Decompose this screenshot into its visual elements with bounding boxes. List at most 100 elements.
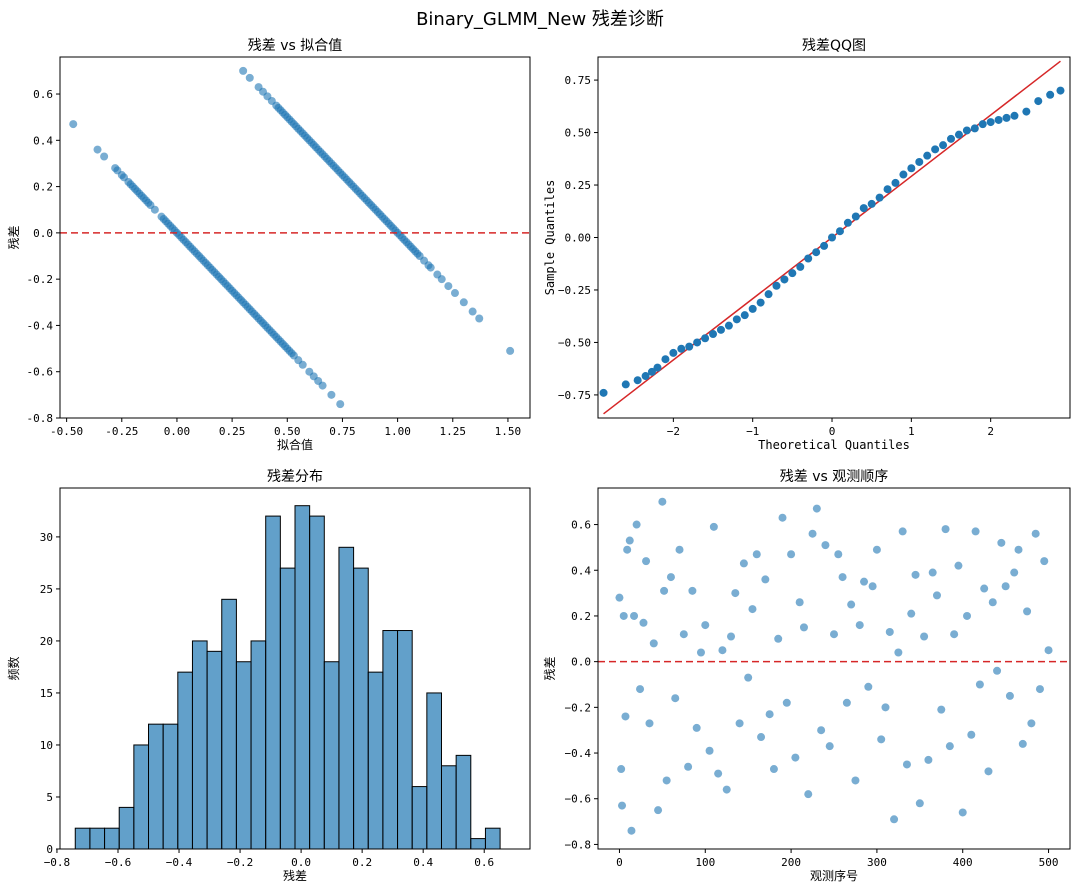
scatter-point bbox=[761, 575, 770, 584]
y-tick-label: 0.25 bbox=[565, 179, 592, 192]
residuals-vs-order-panel: 残差 vs 观测顺序 0 100 200 300 400 500 −0.8 −0.6 −0.4 −0… bbox=[543, 469, 1071, 883]
qq-point bbox=[677, 344, 686, 353]
qq-point bbox=[1056, 86, 1065, 95]
qq-point bbox=[947, 134, 956, 143]
scatter-point bbox=[1018, 739, 1027, 748]
scatter-point bbox=[1014, 545, 1023, 554]
qq-point bbox=[685, 342, 694, 351]
x-tick-label: 0.2 bbox=[352, 856, 372, 869]
scatter-point bbox=[468, 307, 477, 316]
scatter-point bbox=[709, 522, 718, 531]
scatter-point bbox=[937, 705, 946, 714]
qq-point bbox=[740, 311, 749, 320]
y-tick-label: −0.75 bbox=[558, 389, 591, 402]
qq-point bbox=[883, 185, 892, 194]
scatter-point bbox=[444, 282, 453, 291]
scatter-point bbox=[825, 742, 834, 751]
y-tick-label: 25 bbox=[40, 583, 53, 596]
scatter-point bbox=[654, 806, 663, 815]
qq-point bbox=[772, 281, 781, 290]
qq-point bbox=[732, 315, 741, 324]
residual-histogram-panel: 残差分布 −0.8 −0.6 −0.4 −0.2 0.0 0.2 0.4 0.6 0 5 10 15 20… bbox=[6, 469, 531, 883]
scatter-point bbox=[100, 152, 109, 161]
x-tick-label: -0.50 bbox=[50, 425, 83, 438]
scatter-point bbox=[625, 536, 634, 545]
y-tick-label: 0.6 bbox=[33, 88, 53, 101]
scatter-point bbox=[722, 785, 731, 794]
qq-point bbox=[915, 157, 924, 166]
x-tick-label: -0.25 bbox=[105, 425, 138, 438]
chart-title: 残差QQ图 bbox=[802, 38, 866, 54]
histogram-bar bbox=[426, 692, 442, 850]
qq-point bbox=[931, 145, 940, 154]
qq-point bbox=[891, 178, 900, 187]
qq-point bbox=[804, 254, 813, 263]
y-tick-label: 0.00 bbox=[565, 232, 592, 245]
scatter-point bbox=[915, 799, 924, 808]
histogram-bar bbox=[177, 671, 193, 850]
histogram-bar bbox=[206, 650, 223, 850]
scatter-point bbox=[735, 719, 744, 728]
histogram-bar bbox=[118, 806, 135, 850]
scatter-point bbox=[93, 145, 102, 154]
x-tick-label: 0.50 bbox=[274, 425, 301, 438]
scatter-point bbox=[506, 346, 515, 355]
scatter-point bbox=[632, 520, 641, 529]
scatter-point bbox=[950, 630, 959, 639]
histogram-bar bbox=[411, 786, 428, 850]
scatter-point bbox=[621, 712, 630, 721]
histogram-bar bbox=[397, 630, 413, 850]
scatter-point bbox=[890, 815, 899, 824]
scatter-point bbox=[791, 753, 800, 762]
scatter-point bbox=[318, 381, 327, 390]
qq-point bbox=[788, 269, 797, 278]
scatter-point bbox=[639, 618, 648, 627]
scatter-point bbox=[705, 746, 714, 755]
x-tick-label: −1 bbox=[746, 425, 759, 438]
scatter-point bbox=[945, 742, 954, 751]
scatter-point bbox=[1027, 719, 1036, 728]
scatter-point bbox=[941, 525, 950, 534]
histogram-bar bbox=[89, 827, 106, 850]
scatter-point bbox=[645, 719, 654, 728]
y-tick-label: 30 bbox=[40, 531, 53, 544]
scatter-point bbox=[630, 611, 639, 620]
qq-point bbox=[693, 338, 702, 347]
qq-point bbox=[716, 325, 725, 334]
qq-point bbox=[633, 376, 642, 385]
scatter-point bbox=[1035, 685, 1044, 694]
qq-point bbox=[939, 141, 948, 150]
qq-point bbox=[661, 355, 670, 364]
scatter-point bbox=[649, 639, 658, 648]
scatter-point bbox=[636, 685, 645, 694]
scatter-point bbox=[907, 609, 916, 618]
qq-point bbox=[748, 304, 757, 313]
scatter-point bbox=[731, 589, 740, 598]
scatter-point bbox=[920, 632, 929, 641]
scatter-point bbox=[842, 698, 851, 707]
qq-point bbox=[820, 241, 829, 250]
qq-point bbox=[1010, 111, 1019, 120]
scatter-point bbox=[975, 680, 984, 689]
scatter-point bbox=[696, 648, 705, 657]
x-tick-label: 0 bbox=[829, 425, 836, 438]
x-tick-label: 1.50 bbox=[495, 425, 522, 438]
scatter-point bbox=[327, 390, 336, 399]
scatter-point bbox=[984, 767, 993, 776]
x-tick-label: 1.25 bbox=[440, 425, 467, 438]
scatter-point bbox=[1023, 607, 1032, 616]
y-tick-label: -0.8 bbox=[27, 412, 54, 425]
qq-point bbox=[851, 212, 860, 221]
scatter-point bbox=[744, 673, 753, 682]
qq-point bbox=[647, 367, 656, 376]
scatter-point bbox=[757, 733, 766, 742]
scatter-point bbox=[615, 593, 624, 602]
scatter-point bbox=[752, 550, 761, 559]
x-tick-label: 200 bbox=[781, 856, 801, 869]
qq-point bbox=[954, 130, 963, 139]
scatter-point bbox=[830, 630, 838, 639]
y-tick-label: −0.25 bbox=[558, 284, 591, 297]
qq-point bbox=[978, 120, 987, 129]
qq-point bbox=[835, 227, 844, 236]
scatter-point bbox=[437, 275, 446, 284]
